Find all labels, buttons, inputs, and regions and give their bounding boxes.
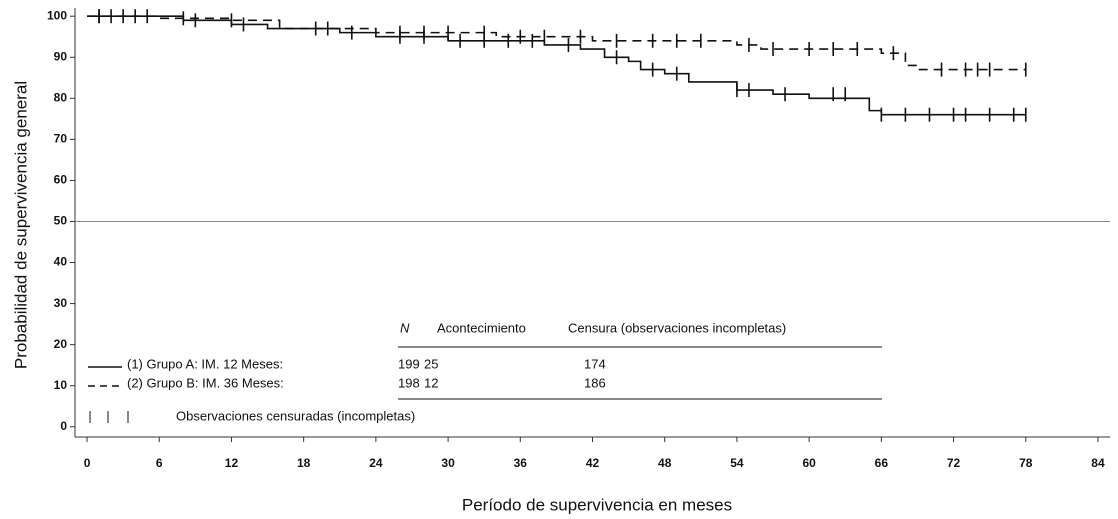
legend-header: N <box>400 320 410 335</box>
legend-cell: 199 <box>398 356 420 371</box>
survival-curve <box>87 15 1026 116</box>
y-tick-label: 20 <box>54 337 68 351</box>
x-tick-label: 6 <box>156 456 163 470</box>
x-tick-label: 36 <box>514 456 528 470</box>
x-tick-label: 84 <box>1091 456 1105 470</box>
x-tick-label: 42 <box>586 456 600 470</box>
legend-header: Censura (observaciones incompletas) <box>568 320 786 335</box>
y-tick-label: 50 <box>54 214 68 228</box>
legend-cell: 174 <box>584 356 606 371</box>
y-axis-label: Probabilidad de supervivencia general <box>11 81 30 369</box>
x-tick-label: 12 <box>225 456 239 470</box>
legend-cell: 12 <box>424 375 438 390</box>
y-tick-label: 100 <box>47 8 67 22</box>
x-tick-label: 30 <box>441 456 455 470</box>
legend-cell: 198 <box>398 375 420 390</box>
x-tick-label: 78 <box>1019 456 1033 470</box>
x-tick-label: 0 <box>84 456 91 470</box>
y-tick-label: 80 <box>54 90 68 104</box>
x-axis-label: Período de supervivencia en meses <box>462 495 732 514</box>
y-tick-label: 90 <box>54 49 68 63</box>
y-tick-label: 30 <box>54 296 68 310</box>
x-tick-label: 66 <box>875 456 889 470</box>
legend-cell: 25 <box>424 356 438 371</box>
y-tick-label: 40 <box>54 255 68 269</box>
legend-label: (1) Grupo A: IM. 12 Meses: <box>127 356 283 371</box>
legend-header: Acontecimiento <box>437 320 526 335</box>
y-tick-label: 60 <box>54 173 68 187</box>
y-tick-label: 10 <box>54 378 68 392</box>
x-tick-label: 24 <box>369 456 383 470</box>
x-tick-label: 48 <box>658 456 672 470</box>
x-tick-label: 60 <box>802 456 816 470</box>
y-tick-label: 0 <box>60 419 67 433</box>
x-tick-label: 72 <box>947 456 961 470</box>
survival-curve <box>87 15 1026 71</box>
legend-censor-label: Observaciones censuradas (incompletas) <box>176 408 415 423</box>
y-tick-label: 70 <box>54 132 68 146</box>
x-tick-label: 18 <box>297 456 311 470</box>
legend-label: (2) Grupo B: IM. 36 Meses: <box>127 375 284 390</box>
legend-cell: 186 <box>584 375 606 390</box>
x-tick-label: 54 <box>730 456 744 470</box>
